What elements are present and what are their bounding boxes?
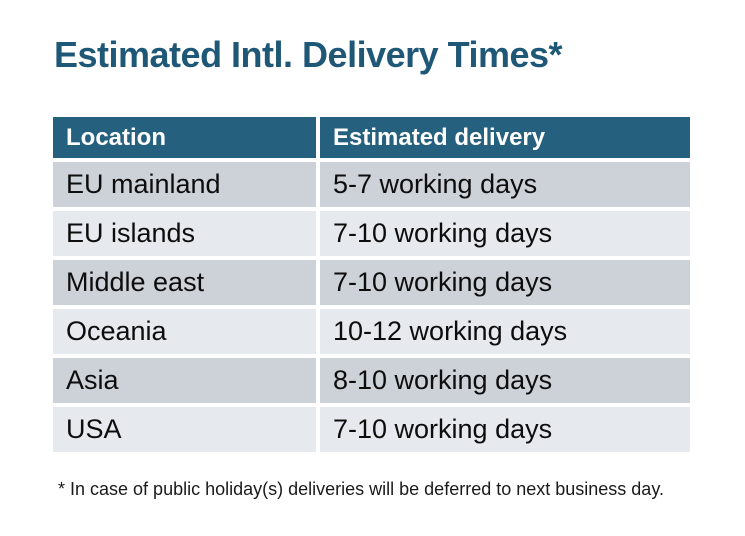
table-row: USA 7-10 working days	[53, 407, 690, 452]
column-header-estimated-delivery: Estimated delivery	[320, 117, 690, 158]
location-cell: Asia	[53, 358, 316, 403]
delivery-cell: 7-10 working days	[320, 407, 690, 452]
table-row: Middle east 7-10 working days	[53, 260, 690, 305]
location-cell: Middle east	[53, 260, 316, 305]
location-cell: USA	[53, 407, 316, 452]
table-header-row: Location Estimated delivery	[53, 117, 690, 158]
delivery-cell: 10-12 working days	[320, 309, 690, 354]
location-cell: EU mainland	[53, 162, 316, 207]
delivery-cell: 7-10 working days	[320, 260, 690, 305]
delivery-times-table: Location Estimated delivery EU mainland …	[53, 117, 690, 456]
footnote: * In case of public holiday(s) deliverie…	[58, 479, 664, 499]
delivery-cell: 5-7 working days	[320, 162, 690, 207]
table-row: EU islands 7-10 working days	[53, 211, 690, 256]
column-header-location: Location	[53, 117, 316, 158]
delivery-cell: 8-10 working days	[320, 358, 690, 403]
table-row: Oceania 10-12 working days	[53, 309, 690, 354]
delivery-cell: 7-10 working days	[320, 211, 690, 256]
location-cell: EU islands	[53, 211, 316, 256]
location-cell: Oceania	[53, 309, 316, 354]
table-row: Asia 8-10 working days	[53, 358, 690, 403]
table-row: EU mainland 5-7 working days	[53, 162, 690, 207]
page-title: Estimated Intl. Delivery Times*	[54, 34, 563, 75]
